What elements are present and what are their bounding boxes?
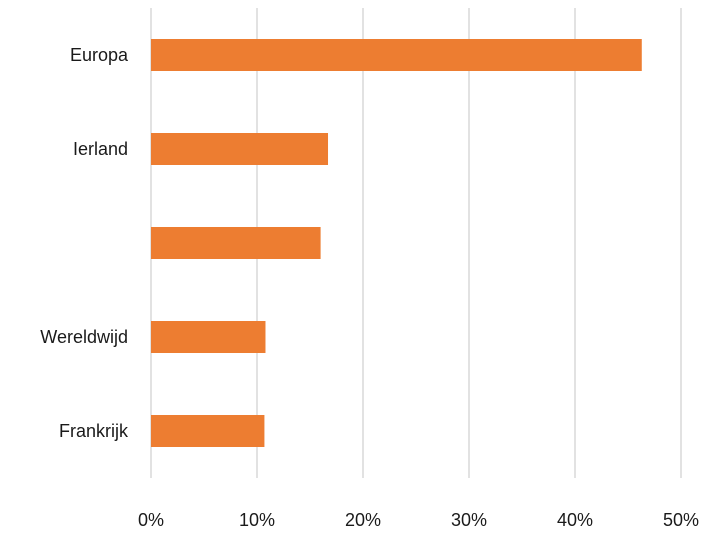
x-tick-label: 10% bbox=[239, 510, 275, 530]
bar bbox=[151, 133, 329, 165]
category-label: Ierland bbox=[73, 139, 128, 159]
category-label: Frankrijk bbox=[59, 421, 129, 441]
x-tick-label: 50% bbox=[663, 510, 699, 530]
category-labels: Europa Ierland Wereldwijd Frankrijk bbox=[40, 45, 129, 441]
x-axis-tick-labels: 0% 10% 20% 30% 40% 50% bbox=[138, 510, 699, 530]
gridlines bbox=[150, 8, 682, 478]
x-tick-label: 30% bbox=[451, 510, 487, 530]
bar bbox=[151, 321, 266, 353]
x-tick-label: 40% bbox=[557, 510, 593, 530]
category-label: Europa bbox=[70, 45, 129, 65]
bar bbox=[151, 415, 265, 447]
bar bbox=[151, 39, 642, 71]
x-tick-label: 0% bbox=[138, 510, 164, 530]
x-tick-label: 20% bbox=[345, 510, 381, 530]
category-label: Wereldwijd bbox=[40, 327, 128, 347]
bars bbox=[151, 39, 642, 447]
bar bbox=[151, 227, 321, 259]
